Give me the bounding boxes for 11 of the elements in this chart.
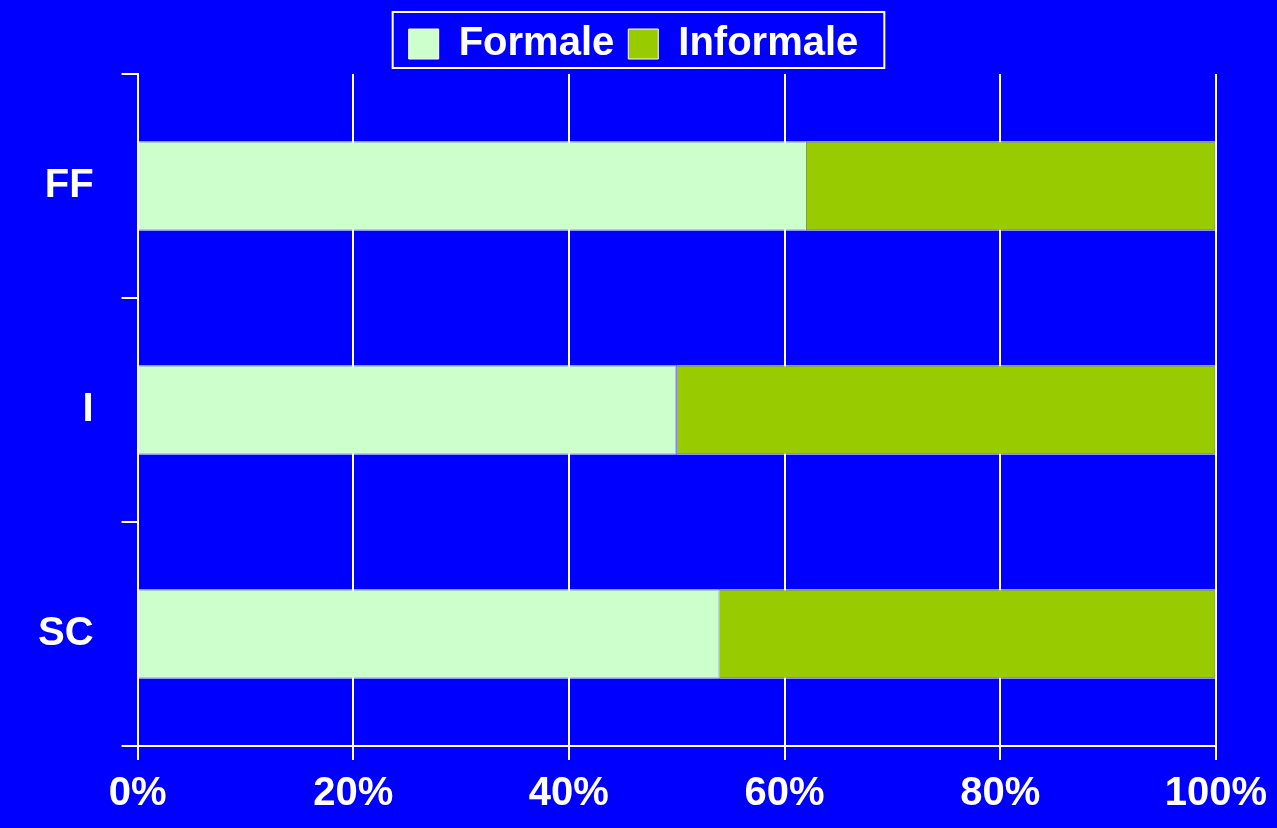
x-tick-label: 80% [960, 769, 1041, 814]
x-tick-label: 20% [313, 769, 394, 814]
x-tick-label: 100% [1164, 769, 1267, 814]
y-tick-label: SC [37, 609, 94, 654]
legend-label: Formale [458, 19, 615, 64]
y-tick-label: FF [44, 161, 94, 206]
x-tick-label: 0% [108, 769, 167, 814]
legend-label: Informale [678, 19, 859, 64]
y-tick-label: I [82, 385, 94, 430]
x-tick-label: 60% [744, 769, 825, 814]
x-tick-label: 40% [528, 769, 609, 814]
